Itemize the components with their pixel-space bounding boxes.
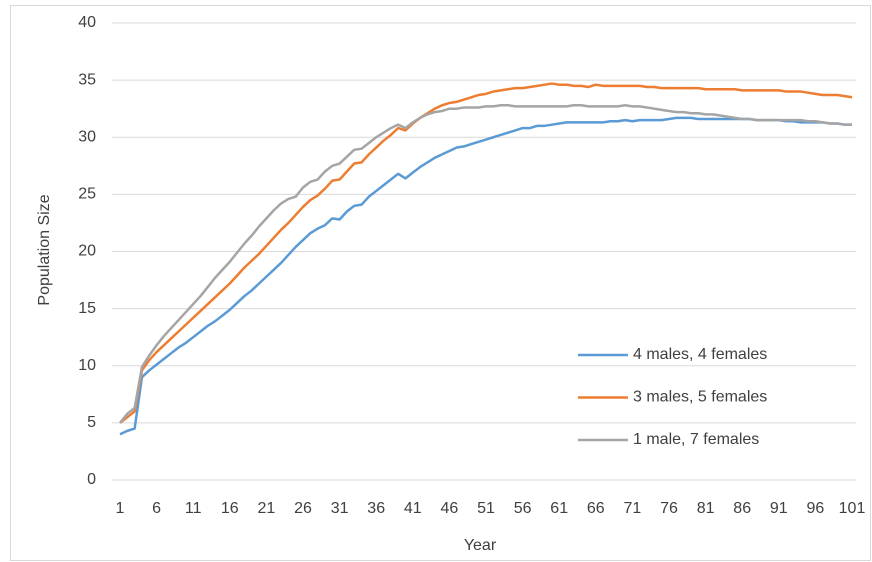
- y-tick-label: 25: [78, 186, 96, 203]
- series-line: [119, 82, 853, 424]
- y-tick-label: 0: [87, 471, 96, 488]
- x-tick-label: 61: [550, 500, 568, 517]
- y-tick-label: 5: [87, 414, 96, 431]
- x-tick-label: 16: [221, 500, 239, 517]
- x-tick-label: 41: [404, 500, 422, 517]
- x-tick-label: 81: [697, 500, 715, 517]
- x-axis-label: Year: [464, 537, 497, 554]
- y-tick-label: 35: [78, 71, 96, 88]
- legend-label: 3 males, 5 females: [633, 389, 767, 406]
- x-tick-label: 11: [185, 500, 202, 517]
- y-tick-label: 10: [78, 357, 96, 374]
- x-tick-label: 96: [807, 500, 825, 517]
- legend-label: 1 male, 7 females: [633, 431, 759, 448]
- x-tick-label: 31: [331, 500, 349, 517]
- y-tick-label: 30: [78, 128, 96, 145]
- x-tick-label: 91: [770, 500, 788, 517]
- x-tick-label: 21: [258, 500, 276, 517]
- x-tick-label: 1: [116, 500, 125, 517]
- series-line: [119, 104, 852, 424]
- x-tick-label: 36: [367, 500, 385, 517]
- chart-border: [10, 5, 871, 561]
- series-line: [119, 116, 852, 436]
- x-tick-label: 51: [477, 500, 495, 517]
- x-tick-label: 6: [152, 500, 161, 517]
- y-tick-label: 15: [78, 300, 96, 317]
- x-tick-label: 46: [441, 500, 459, 517]
- x-tick-label: 71: [624, 500, 642, 517]
- x-tick-label: 26: [294, 500, 312, 517]
- x-tick-label: 76: [660, 500, 678, 517]
- legend-label: 4 males, 4 females: [633, 346, 767, 363]
- y-tick-label: 20: [78, 243, 96, 260]
- x-tick-label: 56: [514, 500, 532, 517]
- x-tick-label: 101: [839, 500, 866, 517]
- x-tick-label: 66: [587, 500, 605, 517]
- y-tick-label: 40: [78, 14, 96, 31]
- y-axis-label: Population Size: [36, 194, 53, 305]
- x-tick-label: 86: [733, 500, 751, 517]
